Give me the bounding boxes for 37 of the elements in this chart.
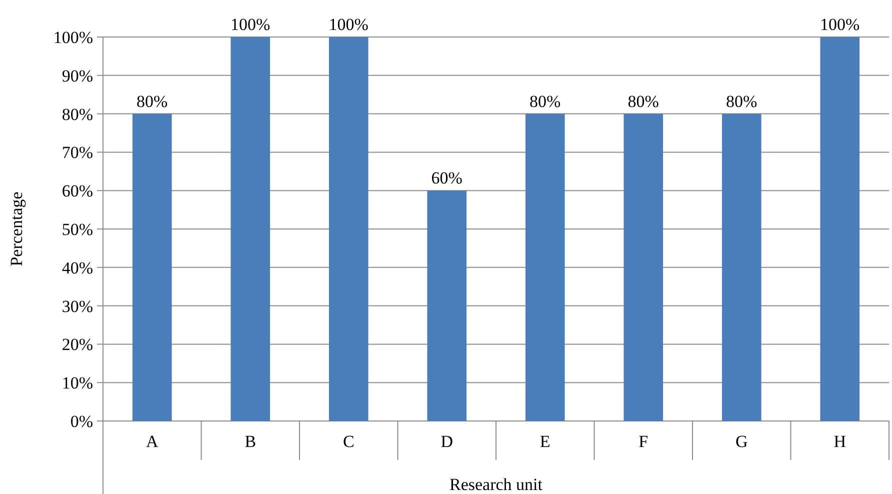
- y-tick-label: 60%: [62, 182, 93, 201]
- data-label: 100%: [230, 15, 270, 34]
- y-tick-label: 100%: [53, 28, 93, 47]
- x-tick-label: C: [342, 432, 354, 451]
- bar: [820, 37, 860, 421]
- data-label: 100%: [328, 15, 368, 34]
- x-tick-label: H: [834, 432, 846, 451]
- y-tick-label: 10%: [62, 374, 93, 393]
- x-tick-label: D: [440, 432, 454, 451]
- y-tick-label: 20%: [62, 335, 93, 354]
- bar: [722, 114, 762, 421]
- y-tick-label: 70%: [62, 143, 93, 162]
- x-tick-label: G: [735, 432, 748, 451]
- bar: [427, 190, 467, 421]
- x-tick-label: E: [540, 432, 550, 451]
- y-tick-label: 90%: [62, 66, 93, 86]
- x-tick-label: B: [244, 432, 256, 451]
- data-label: 100%: [820, 15, 860, 34]
- y-tick-label: 80%: [62, 104, 93, 124]
- bar: [525, 114, 565, 421]
- bar: [328, 37, 368, 421]
- bar: [132, 114, 172, 421]
- x-axis-title: Research unit: [450, 475, 543, 494]
- data-label: 80%: [530, 92, 561, 111]
- y-tick-label: 0%: [70, 412, 93, 431]
- y-tick-label: 50%: [62, 220, 93, 239]
- y-tick-label: 30%: [62, 296, 93, 316]
- data-label: 60%: [431, 168, 462, 188]
- y-axis-title: Percentage: [7, 192, 26, 266]
- y-tick-label: 40%: [62, 258, 93, 278]
- bar: [624, 114, 664, 421]
- data-label: 80%: [136, 92, 168, 111]
- x-tick-label: F: [638, 432, 648, 451]
- data-label: 80%: [726, 92, 758, 111]
- bar: [230, 37, 270, 421]
- data-label: 80%: [628, 92, 659, 111]
- x-tick-label: A: [146, 432, 159, 451]
